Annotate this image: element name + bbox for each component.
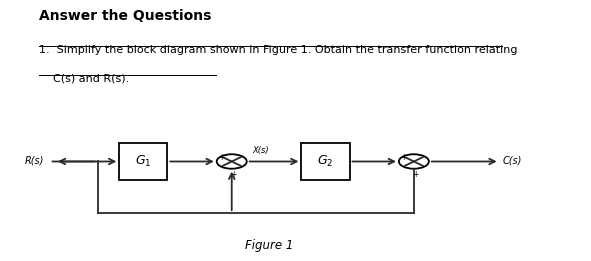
Text: C(s): C(s) xyxy=(502,155,522,165)
Text: +: + xyxy=(218,153,225,162)
Text: +: + xyxy=(230,170,236,179)
Text: +: + xyxy=(412,170,418,179)
Text: $G_2$: $G_2$ xyxy=(317,154,334,169)
Text: +: + xyxy=(400,153,407,162)
FancyBboxPatch shape xyxy=(119,143,167,180)
Text: 1.  Simplify the block diagram shown in Figure 1. Obtain the transfer function r: 1. Simplify the block diagram shown in F… xyxy=(39,45,517,55)
Text: R(s): R(s) xyxy=(25,155,44,165)
Text: Figure 1: Figure 1 xyxy=(245,239,293,252)
Text: Answer the Questions: Answer the Questions xyxy=(39,9,211,23)
Text: $G_1$: $G_1$ xyxy=(135,154,151,169)
Text: C(s) and R(s).: C(s) and R(s). xyxy=(39,74,129,84)
Circle shape xyxy=(399,154,429,169)
FancyBboxPatch shape xyxy=(301,143,350,180)
Circle shape xyxy=(217,154,246,169)
Text: X(s): X(s) xyxy=(252,146,269,155)
